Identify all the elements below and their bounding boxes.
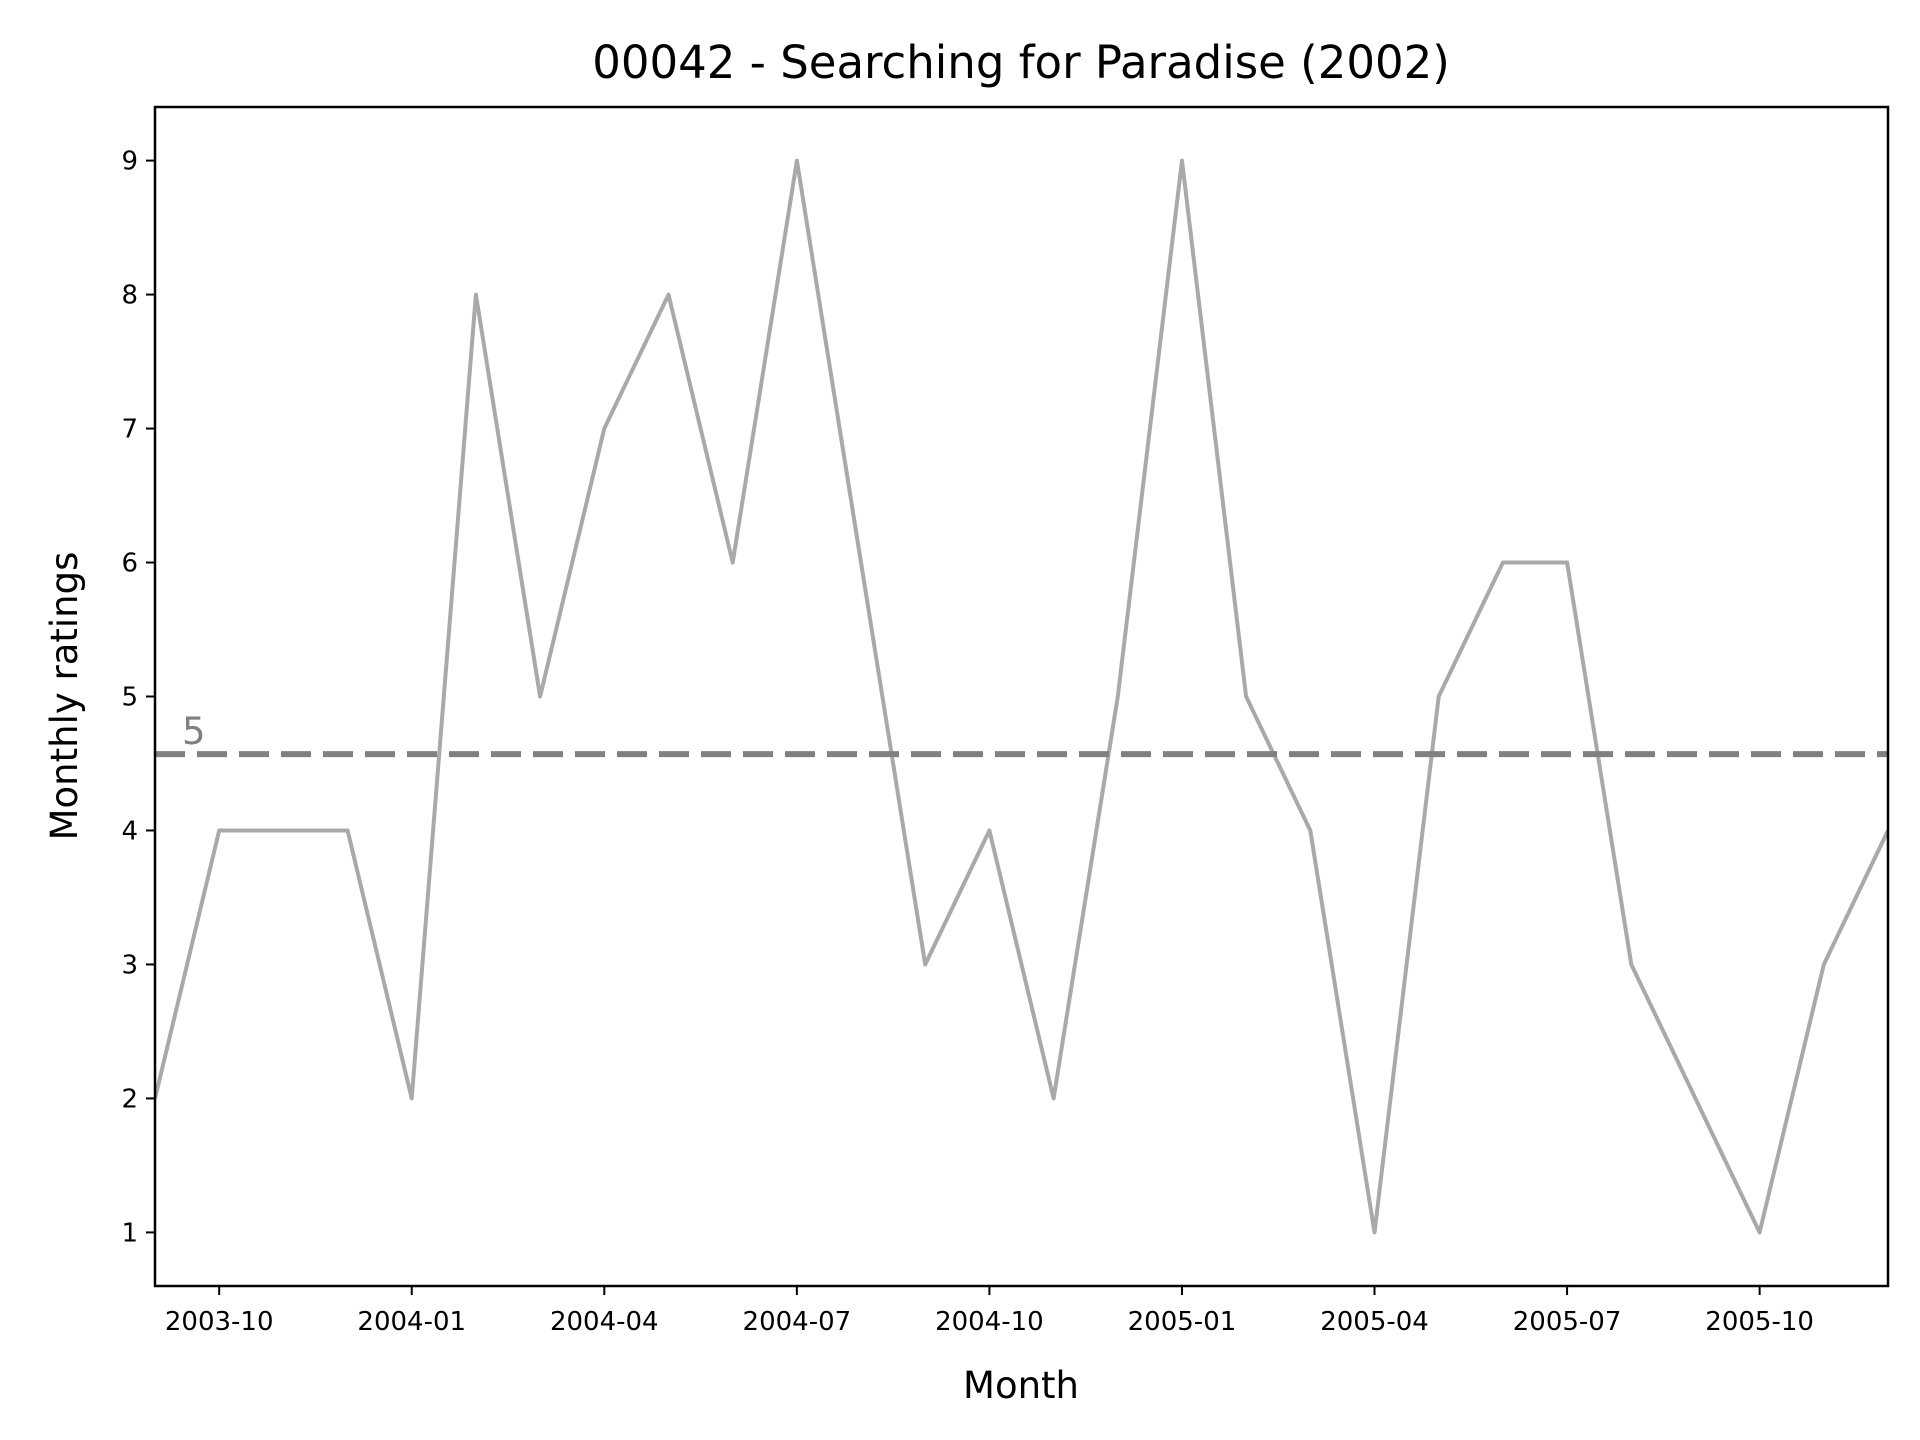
reference-line-label: 5 bbox=[182, 710, 206, 753]
x-tick-label: 2004-10 bbox=[935, 1307, 1044, 1337]
y-tick-label: 2 bbox=[121, 1084, 138, 1114]
x-tick-label: 2005-04 bbox=[1320, 1307, 1429, 1337]
x-tick-label: 2004-04 bbox=[550, 1307, 659, 1337]
x-tick-label: 2004-01 bbox=[357, 1307, 466, 1337]
y-tick-label: 8 bbox=[121, 281, 138, 311]
x-tick-label: 2005-01 bbox=[1128, 1307, 1237, 1337]
series-line-1 bbox=[155, 158, 1888, 1235]
y-tick-label: 4 bbox=[121, 816, 138, 846]
chart-title: 00042 - Searching for Paradise (2002) bbox=[592, 36, 1450, 89]
y-tick-label: 6 bbox=[121, 549, 138, 579]
x-axis-label: Month bbox=[963, 1364, 1079, 1407]
plot-area: 5 bbox=[155, 158, 1888, 1235]
y-tick-label: 9 bbox=[121, 147, 138, 177]
y-tick-label: 1 bbox=[121, 1218, 138, 1248]
x-tick-label: 2005-07 bbox=[1513, 1307, 1622, 1337]
x-tick-label: 2005-10 bbox=[1705, 1307, 1814, 1337]
y-axis-label: Monthly ratings bbox=[43, 552, 86, 841]
y-tick-label: 7 bbox=[121, 415, 138, 445]
x-axis: 2003-10 2004-01 2004-04 2004-07 2004-10 2005-… bbox=[165, 1286, 1814, 1337]
y-tick-label: 5 bbox=[121, 683, 138, 713]
x-tick-label: 2003-10 bbox=[165, 1307, 274, 1337]
x-tick-label: 2004-07 bbox=[743, 1307, 852, 1337]
y-axis: 1 2 3 4 5 6 7 8 9 bbox=[121, 147, 155, 1248]
y-tick-label: 3 bbox=[121, 950, 138, 980]
